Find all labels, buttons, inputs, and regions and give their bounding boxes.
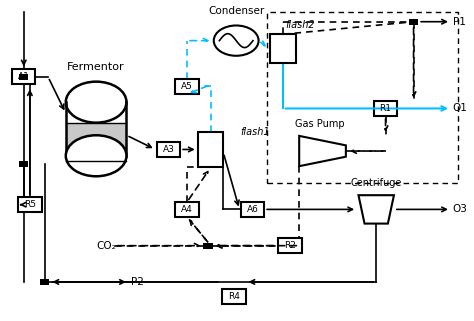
Text: A6: A6 bbox=[246, 205, 258, 214]
Text: P2: P2 bbox=[131, 277, 144, 287]
Text: Condenser: Condenser bbox=[208, 6, 264, 16]
Bar bbox=[198, 132, 223, 167]
Text: O1: O1 bbox=[453, 103, 468, 113]
Bar bbox=[66, 102, 127, 156]
Text: Centrifuge: Centrifuge bbox=[351, 178, 402, 187]
Bar bbox=[270, 34, 296, 63]
Text: R4: R4 bbox=[228, 292, 240, 301]
Bar bbox=[19, 74, 28, 80]
Ellipse shape bbox=[66, 82, 127, 123]
Text: R1: R1 bbox=[380, 104, 392, 113]
Text: flash2: flash2 bbox=[285, 20, 315, 30]
Text: flash1: flash1 bbox=[241, 127, 271, 137]
Polygon shape bbox=[358, 195, 394, 224]
Bar bbox=[18, 197, 42, 212]
Text: A5: A5 bbox=[181, 82, 193, 91]
Bar bbox=[19, 160, 28, 167]
Text: CO₂: CO₂ bbox=[96, 241, 116, 251]
Text: Gas Pump: Gas Pump bbox=[295, 119, 345, 129]
Bar bbox=[175, 79, 199, 94]
Bar bbox=[222, 289, 246, 304]
Bar bbox=[157, 142, 180, 157]
Bar bbox=[12, 69, 36, 84]
Bar bbox=[409, 19, 418, 25]
Bar bbox=[374, 101, 397, 116]
Text: A4: A4 bbox=[181, 205, 193, 214]
Polygon shape bbox=[299, 136, 346, 166]
Text: O3: O3 bbox=[453, 204, 468, 214]
Bar bbox=[175, 202, 199, 217]
Circle shape bbox=[214, 25, 259, 56]
Text: A1: A1 bbox=[18, 73, 30, 82]
Bar bbox=[241, 202, 264, 217]
Text: Fermentor: Fermentor bbox=[67, 63, 125, 73]
Bar bbox=[66, 123, 127, 160]
Text: A3: A3 bbox=[163, 145, 174, 154]
Text: P1: P1 bbox=[453, 17, 465, 27]
Bar bbox=[203, 243, 213, 249]
Bar bbox=[278, 238, 301, 253]
Text: R2: R2 bbox=[284, 241, 296, 250]
Bar bbox=[40, 279, 49, 285]
Ellipse shape bbox=[66, 135, 127, 176]
Text: R5: R5 bbox=[24, 200, 36, 209]
